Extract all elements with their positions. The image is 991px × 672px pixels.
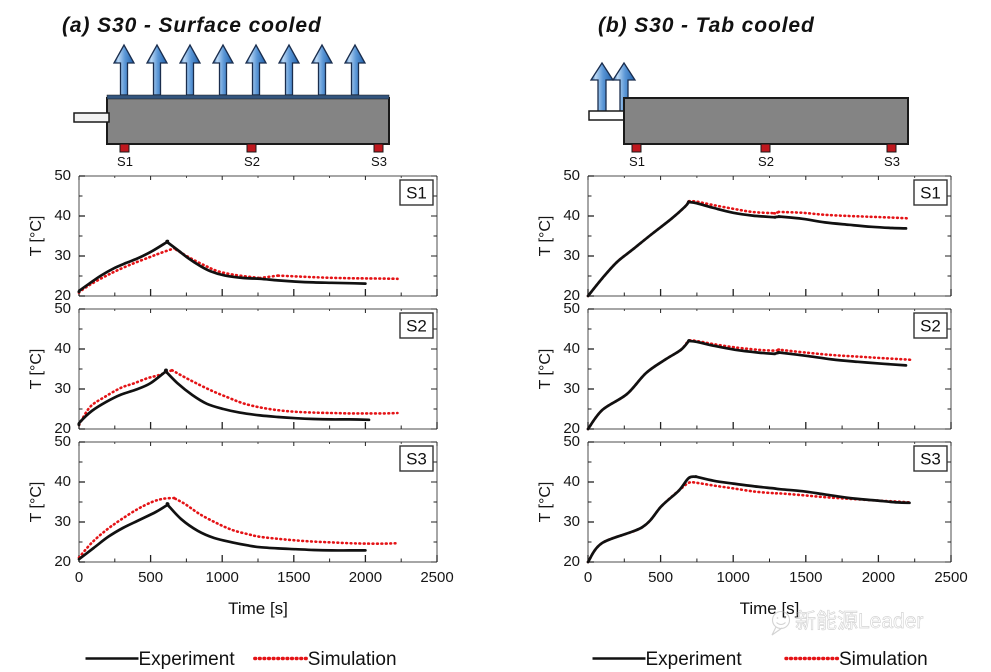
svg-text:S1: S1: [406, 184, 427, 203]
svg-text:30: 30: [563, 513, 580, 530]
svg-text:30: 30: [563, 380, 580, 397]
svg-text:2000: 2000: [862, 569, 895, 586]
svg-text:30: 30: [54, 380, 71, 397]
svg-text:Experiment: Experiment: [646, 649, 743, 670]
svg-text:50: 50: [54, 300, 71, 317]
svg-text:30: 30: [54, 513, 71, 530]
svg-text:Time [s]: Time [s]: [228, 599, 288, 618]
svg-text:T [°C]: T [°C]: [28, 216, 45, 257]
svg-text:S2: S2: [920, 317, 941, 336]
svg-text:0: 0: [75, 569, 83, 586]
svg-text:40: 40: [54, 340, 71, 357]
svg-text:T [°C]: T [°C]: [537, 216, 554, 257]
svg-text:50: 50: [563, 167, 580, 184]
svg-text:1000: 1000: [206, 569, 239, 586]
svg-text:Experiment: Experiment: [139, 649, 236, 670]
svg-text:500: 500: [138, 569, 163, 586]
svg-text:40: 40: [54, 207, 71, 224]
svg-text:30: 30: [54, 247, 71, 264]
svg-text:2500: 2500: [420, 569, 453, 586]
svg-text:T [°C]: T [°C]: [537, 349, 554, 390]
svg-text:1500: 1500: [789, 569, 822, 586]
svg-text:50: 50: [563, 433, 580, 450]
svg-text:2500: 2500: [934, 569, 967, 586]
svg-text:S3: S3: [406, 450, 427, 469]
svg-text:Simulation: Simulation: [839, 649, 928, 670]
svg-text:新能源Leader: 新能源Leader: [795, 610, 923, 633]
svg-text:0: 0: [584, 569, 592, 586]
svg-text:50: 50: [563, 300, 580, 317]
svg-text:Time [s]: Time [s]: [740, 599, 800, 618]
svg-text:T [°C]: T [°C]: [28, 349, 45, 390]
svg-text:Simulation: Simulation: [308, 649, 397, 670]
svg-text:50: 50: [54, 433, 71, 450]
svg-text:S3: S3: [920, 450, 941, 469]
svg-text:50: 50: [54, 167, 71, 184]
svg-text:40: 40: [54, 473, 71, 490]
svg-text:S1: S1: [920, 184, 941, 203]
svg-text:20: 20: [563, 553, 580, 570]
svg-text:30: 30: [563, 247, 580, 264]
svg-text:40: 40: [563, 340, 580, 357]
svg-text:1000: 1000: [717, 569, 750, 586]
svg-text:T [°C]: T [°C]: [28, 482, 45, 523]
svg-text:2000: 2000: [349, 569, 382, 586]
svg-text:1500: 1500: [277, 569, 310, 586]
svg-text:40: 40: [563, 207, 580, 224]
svg-text:T [°C]: T [°C]: [537, 482, 554, 523]
svg-text:40: 40: [563, 473, 580, 490]
svg-text:500: 500: [648, 569, 673, 586]
svg-text:20: 20: [54, 553, 71, 570]
svg-text:S2: S2: [406, 317, 427, 336]
